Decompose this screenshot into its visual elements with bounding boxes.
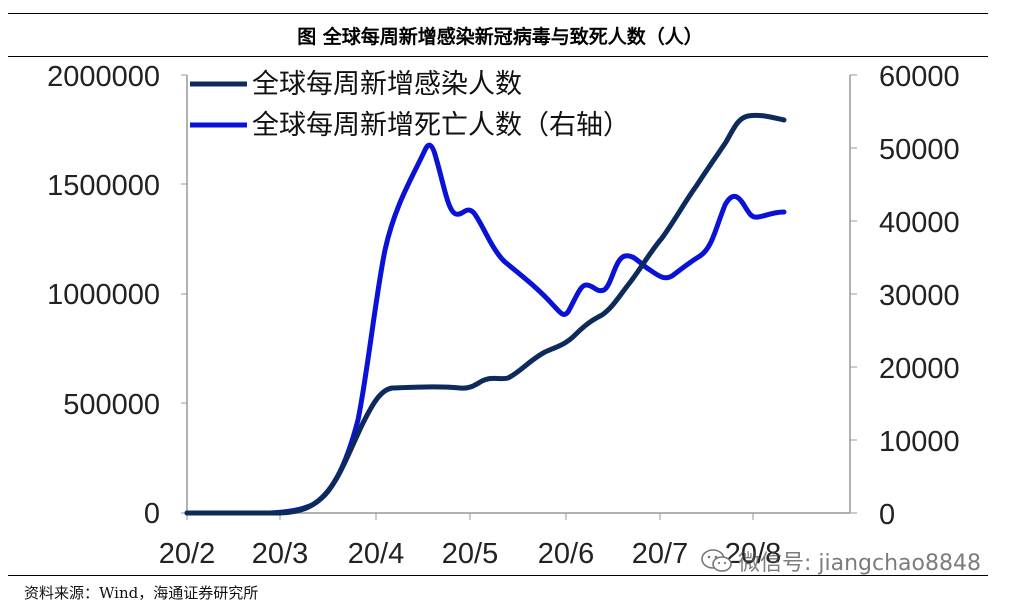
chart-title: 图 全球每周新增感染新冠病毒与致死人数（人）	[297, 26, 703, 48]
legend-item-deaths: 全球每周新增死亡人数（右轴）	[190, 110, 630, 141]
legend: 全球每周新增感染人数 全球每周新增死亡人数（右轴）	[190, 69, 630, 141]
left-tick-label: 1000000	[47, 279, 160, 311]
right-tick-label: 40000	[879, 207, 960, 239]
left-tick-label: 1500000	[47, 170, 160, 202]
right-axis: 60000 50000 40000 30000 20000 10000 0	[849, 61, 960, 531]
right-tick-label: 60000	[879, 61, 960, 93]
x-tick-label: 20/3	[252, 538, 308, 570]
left-tick-label: 500000	[63, 389, 160, 421]
bottom-rule	[8, 575, 988, 576]
right-tick-label: 50000	[879, 134, 960, 166]
right-tick-label: 20000	[879, 353, 960, 385]
source-note: 资料来源：Wind，海通证券研究所	[24, 584, 259, 602]
wechat-icon	[701, 549, 732, 572]
x-tick-label: 20/2	[159, 538, 215, 570]
x-tick-label: 20/5	[442, 538, 498, 570]
right-tick-label: 10000	[879, 426, 960, 458]
series-infections-line	[184, 112, 787, 516]
title-rule	[8, 56, 988, 57]
legend-label: 全球每周新增死亡人数（右轴）	[252, 110, 630, 141]
right-tick-label: 30000	[879, 280, 960, 312]
watermark-text: 微信号: jiangchao8848	[738, 551, 981, 576]
left-axis: 2000000 1500000 1000000 500000 0	[47, 61, 188, 530]
left-tick-label: 0	[144, 498, 160, 530]
watermark: 微信号: jiangchao8848	[700, 545, 981, 577]
left-tick-label: 2000000	[47, 61, 160, 93]
dual-axis-line-chart: 2000000 1500000 1000000 500000 0 60000 5…	[47, 61, 960, 570]
legend-item-infections: 全球每周新增感染人数	[190, 69, 522, 100]
top-rule	[8, 13, 988, 14]
x-tick-label: 20/7	[632, 538, 688, 570]
x-tick-label: 20/8	[725, 538, 781, 570]
series-deaths-line	[184, 142, 787, 516]
x-tick-label: 20/6	[538, 538, 594, 570]
legend-label: 全球每周新增感染人数	[252, 69, 522, 100]
x-tick-label: 20/4	[348, 538, 404, 570]
right-tick-label: 0	[879, 499, 895, 531]
